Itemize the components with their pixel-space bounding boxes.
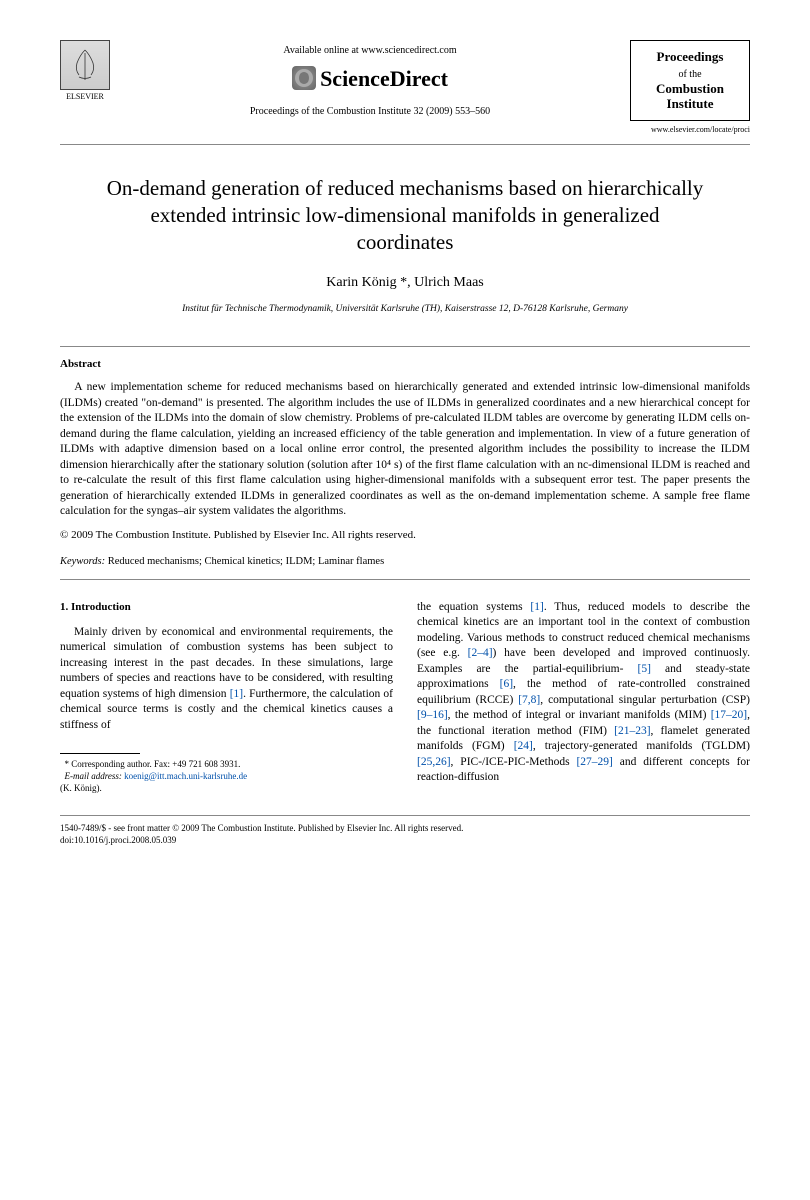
abstract-copyright: © 2009 The Combustion Institute. Publish… (60, 528, 750, 543)
ref-link[interactable]: [21–23] (614, 725, 650, 737)
sciencedirect-logo: ScienceDirect (110, 64, 630, 94)
separator-rule-2 (60, 579, 750, 580)
sciencedirect-wordmark: ScienceDirect (320, 64, 448, 94)
header-center: Available online at www.sciencedirect.co… (110, 40, 630, 119)
body-column-right: the equation systems [1]. Thus, reduced … (417, 600, 750, 795)
footnote-separator (60, 753, 140, 754)
keywords-label: Keywords: (60, 556, 105, 567)
elsevier-tree-icon (60, 40, 110, 90)
abstract-heading: Abstract (60, 357, 750, 372)
footer-doi: doi:10.1016/j.proci.2008.05.039 (60, 834, 750, 846)
ref-link[interactable]: [2–4] (468, 647, 493, 659)
ref-link[interactable]: [25,26] (417, 756, 451, 768)
ref-link[interactable]: [9–16] (417, 709, 448, 721)
sciencedirect-icon (292, 66, 316, 90)
ref-link[interactable]: [1] (530, 601, 543, 613)
ref-link[interactable]: [1] (230, 688, 243, 700)
author-email-link[interactable]: koenig@itt.mach.uni-karlsruhe.de (124, 771, 247, 781)
body-column-left: 1. Introduction Mainly driven by economi… (60, 600, 393, 795)
body-columns: 1. Introduction Mainly driven by economi… (60, 600, 750, 795)
header-right-block: Proceedings of the Combustion Institute … (630, 40, 750, 136)
elsevier-label: ELSEVIER (66, 92, 104, 103)
separator-rule (60, 346, 750, 347)
citation-line: Proceedings of the Combustion Institute … (110, 105, 630, 119)
elsevier-logo: ELSEVIER (60, 40, 110, 103)
affiliation-line: Institut für Technische Thermodynamik, U… (60, 303, 750, 316)
page-header: ELSEVIER Available online at www.science… (60, 40, 750, 145)
intro-paragraph-left: Mainly driven by economical and environm… (60, 625, 393, 734)
page-footer: 1540-7489/$ - see front matter © 2009 Th… (60, 815, 750, 846)
authors-line: Karin König *, Ulrich Maas (60, 274, 750, 293)
ref-link[interactable]: [24] (514, 740, 533, 752)
ref-link[interactable]: [27–29] (576, 756, 612, 768)
ref-link[interactable]: [5] (638, 663, 651, 675)
journal-name: Proceedings of the Combustion Institute (641, 49, 739, 112)
intro-paragraph-right: the equation systems [1]. Thus, reduced … (417, 600, 750, 786)
abstract-body: A new implementation scheme for reduced … (60, 380, 750, 520)
ref-link[interactable]: [7,8] (518, 694, 540, 706)
corresponding-author-footnote: * Corresponding author. Fax: +49 721 608… (60, 758, 393, 794)
footer-copyright: 1540-7489/$ - see front matter © 2009 Th… (60, 822, 750, 834)
ref-link[interactable]: [6] (500, 678, 513, 690)
keywords-list: Reduced mechanisms; Chemical kinetics; I… (108, 556, 384, 567)
introduction-heading: 1. Introduction (60, 600, 393, 615)
keywords-line: Keywords: Reduced mechanisms; Chemical k… (60, 555, 750, 569)
available-online-text: Available online at www.sciencedirect.co… (110, 44, 630, 58)
publisher-logo-block: ELSEVIER (60, 40, 110, 103)
ref-link[interactable]: [17–20] (711, 709, 747, 721)
journal-name-box: Proceedings of the Combustion Institute (630, 40, 750, 121)
article-title: On-demand generation of reduced mechanis… (100, 175, 710, 257)
journal-url: www.elsevier.com/locate/proci (630, 125, 750, 136)
